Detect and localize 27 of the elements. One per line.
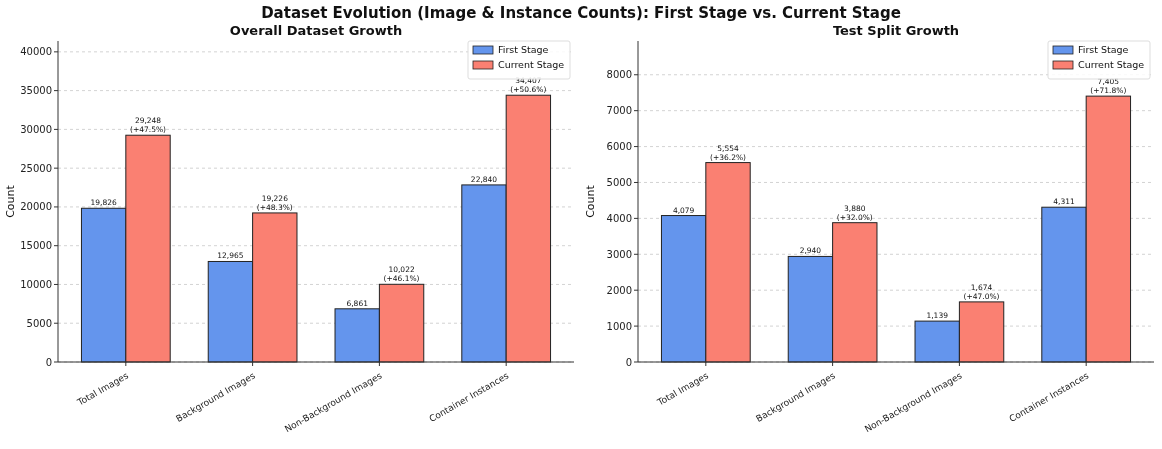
legend-label: Current Stage [1078, 59, 1145, 71]
y-tick-label: 8000 [606, 69, 632, 81]
text: Dataset Evolution (Image & Instance Counts): First Stage vs. Current Stage [261, 4, 901, 22]
y-tick-label: 4000 [606, 212, 632, 224]
y-tick-label: 0 [625, 356, 632, 368]
y-tick-label: 5000 [26, 317, 52, 329]
y-tick-label: 30000 [20, 123, 52, 135]
y-tick-label: 5000 [606, 176, 632, 188]
y-tick-label: 0 [45, 356, 52, 368]
y-tick-label: 20000 [20, 201, 52, 213]
legend-label: First Stage [1078, 44, 1129, 56]
legend-label: Current Stage [498, 59, 565, 71]
y-tick-label: 7000 [606, 105, 632, 117]
y-tick-label: 15000 [20, 240, 52, 252]
y-axis-title: Count [4, 184, 17, 218]
y-tick-label: 1000 [606, 320, 632, 332]
y-tick-label: 40000 [20, 46, 52, 58]
y-tick-label: 25000 [20, 162, 52, 174]
chart-title: Overall Dataset Growth [229, 23, 403, 38]
y-tick-label: 2000 [606, 284, 632, 296]
y-tick-label: 35000 [20, 85, 52, 97]
chart-title: Test Split Growth [832, 23, 960, 38]
y-axis-title: Count [584, 184, 597, 218]
y-tick-label: 10000 [20, 278, 52, 290]
y-tick-label: 6000 [606, 141, 632, 153]
legend-label: First Stage [498, 44, 549, 56]
y-tick-label: 3000 [606, 248, 632, 260]
